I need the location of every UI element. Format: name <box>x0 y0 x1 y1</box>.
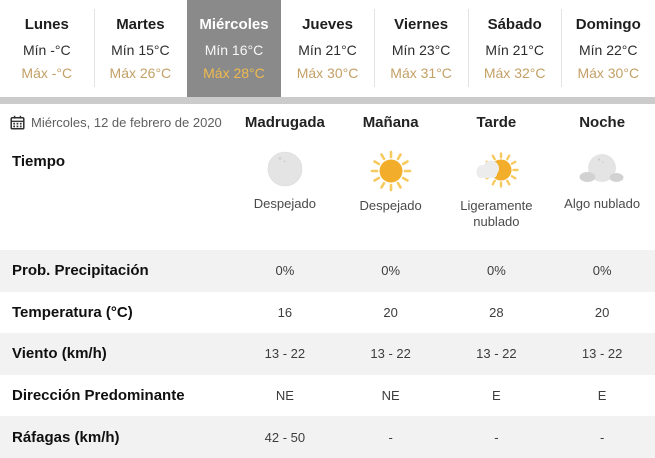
day-max-temp: Máx 28°C <box>203 65 265 81</box>
cell-value: NE <box>275 388 294 404</box>
day-min-temp: Mín 21°C <box>298 42 357 58</box>
day-min-temp: Mín 21°C <box>485 42 544 58</box>
row-label: Ráfagas (km/h) <box>12 428 120 446</box>
day-min-temp: Mín 22°C <box>579 42 638 58</box>
cell-value: E <box>597 388 607 404</box>
day-min-temp: Mín -°C <box>22 42 71 58</box>
row-label: Dirección Predominante <box>12 387 185 405</box>
day-name: Domingo <box>575 16 641 33</box>
row-label: Prob. Precipitación <box>12 262 149 280</box>
day-name: Sábado <box>487 16 542 33</box>
cell-value: 42 - 50 <box>264 429 306 445</box>
row-label: Viento (km/h) <box>12 345 107 363</box>
day-min-temp: Mín 15°C <box>111 42 170 58</box>
weather-caption: Despejado <box>359 198 422 213</box>
weather-cell-madrugada: Despejado <box>232 141 338 212</box>
day-max-temp: Máx 30°C <box>577 65 640 81</box>
table-row-temperature: Temperatura (°C) 16 20 28 20 <box>0 292 655 334</box>
cell-value: 28 <box>489 304 504 320</box>
period-header-row: Miércoles, 12 de febrero de 2020 Madruga… <box>0 104 655 141</box>
calendar-icon <box>10 115 25 130</box>
day-max-temp: Máx 32°C <box>483 65 546 81</box>
sun-cloud-icon <box>476 152 520 188</box>
cell-value: 20 <box>383 304 398 320</box>
sun-icon <box>370 150 411 192</box>
moon-clear-icon <box>267 151 303 187</box>
date-label: Miércoles, 12 de febrero de 2020 <box>31 115 222 130</box>
period-header-noche: Noche <box>579 114 626 131</box>
cell-value: - <box>599 429 605 445</box>
day-name: Viernes <box>394 16 449 33</box>
cell-value: - <box>494 429 499 445</box>
row-label-tiempo: Tiempo <box>12 153 66 170</box>
cell-value: 0% <box>592 263 612 279</box>
day-max-temp: Máx 31°C <box>390 65 452 81</box>
day-min-temp: Mín 16°C <box>204 42 264 58</box>
table-row-precipitation: Prob. Precipitación 0% 0% 0% 0% <box>0 250 655 292</box>
cell-value: 0% <box>381 263 401 279</box>
cell-value: - <box>388 429 393 445</box>
cell-value: 13 - 22 <box>581 346 623 362</box>
cell-value: 0% <box>486 263 506 279</box>
day-tab-martes[interactable]: Martes Mín 15°C Máx 26°C <box>93 0 188 97</box>
cell-value: 13 - 22 <box>476 346 517 362</box>
period-header-manana: Mañana <box>362 114 419 131</box>
cloud-moon-icon <box>579 154 624 182</box>
cell-value: 0% <box>275 263 295 279</box>
weather-caption: Despejado <box>253 196 316 211</box>
header-divider <box>0 97 655 104</box>
cell-value: 13 - 22 <box>264 346 306 362</box>
table-row-gusts: Ráfagas (km/h) 42 - 50 - - - <box>0 416 655 458</box>
day-tab-lunes[interactable]: Lunes Mín -°C Máx -°C <box>0 0 94 97</box>
cell-value: E <box>492 388 501 404</box>
weather-row: Tiempo Despejado <box>0 141 655 250</box>
weather-cell-tarde: Ligeramente nublado <box>444 141 550 231</box>
date-bar: Miércoles, 12 de febrero de 2020 <box>0 115 232 130</box>
day-tab-viernes[interactable]: Viernes Mín 23°C Máx 31°C <box>374 0 468 97</box>
table-row-wind-direction: Dirección Predominante NE NE E E <box>0 375 655 417</box>
day-tab-sabado[interactable]: Sábado Mín 21°C Máx 32°C <box>467 0 562 97</box>
day-max-temp: Máx 26°C <box>109 65 172 81</box>
cell-value: 16 <box>277 304 293 320</box>
day-max-temp: Máx 30°C <box>296 65 359 81</box>
day-tab-miercoles-selected[interactable]: Miércoles Mín 16°C Máx 28°C <box>187 0 281 97</box>
cell-value: 13 - 22 <box>370 346 411 362</box>
weather-caption: Algo nublado <box>564 196 641 211</box>
day-tab-jueves[interactable]: Jueves Mín 21°C Máx 30°C <box>281 0 375 97</box>
day-name: Miércoles <box>199 16 269 33</box>
forecast-table-rows: Prob. Precipitación 0% 0% 0% 0% Temperat… <box>0 250 655 458</box>
day-min-temp: Mín 23°C <box>391 42 451 58</box>
row-label: Temperatura (°C) <box>12 303 133 321</box>
period-header-tarde: Tarde <box>476 114 517 131</box>
period-header-madrugada: Madrugada <box>244 114 325 131</box>
weather-cell-manana: Despejado <box>338 141 444 214</box>
cell-value: NE <box>381 388 400 404</box>
weather-cell-noche: Algo nublado <box>549 141 655 212</box>
day-name: Lunes <box>24 16 69 33</box>
day-tab-domingo[interactable]: Domingo Mín 22°C Máx 30°C <box>561 0 655 97</box>
weather-caption: Ligeramente nublado <box>460 198 533 230</box>
day-name: Martes <box>116 16 165 33</box>
day-name: Jueves <box>302 16 353 33</box>
cell-value: 20 <box>594 304 610 320</box>
table-row-wind: Viento (km/h) 13 - 22 13 - 22 13 - 22 13… <box>0 333 655 375</box>
week-day-tabs: Lunes Mín -°C Máx -°C Martes Mín 15°C Má… <box>0 0 655 97</box>
day-max-temp: Máx -°C <box>21 65 73 81</box>
